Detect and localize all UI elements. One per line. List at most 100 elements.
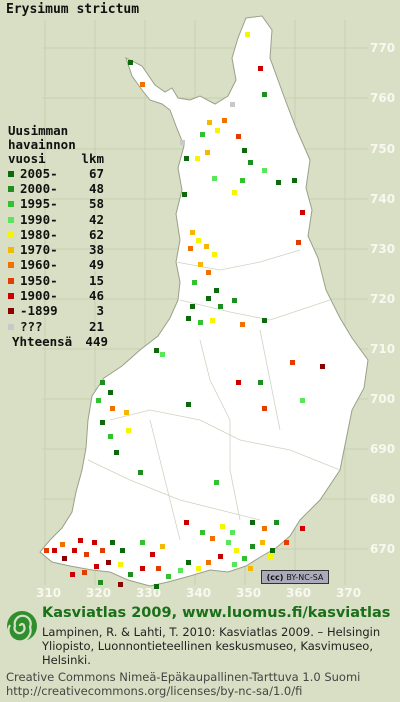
observation-square xyxy=(60,542,65,547)
legend-item: 1960- 49 xyxy=(8,258,108,273)
observation-square xyxy=(154,584,159,589)
observation-square xyxy=(198,320,203,325)
observation-square xyxy=(214,288,219,293)
observation-square xyxy=(230,102,235,107)
observation-square xyxy=(44,548,49,553)
observation-square xyxy=(140,82,145,87)
legend-period: 1950- xyxy=(20,272,58,288)
svg-text:670: 670 xyxy=(370,542,395,556)
observation-square xyxy=(126,428,131,433)
legend-swatch xyxy=(8,231,14,238)
svg-text:720: 720 xyxy=(370,292,395,306)
observation-square xyxy=(218,304,223,309)
legend-swatch xyxy=(8,170,14,177)
svg-text:710: 710 xyxy=(370,342,395,356)
observation-square xyxy=(128,572,133,577)
legend-period: 1990- xyxy=(20,211,58,227)
observation-square xyxy=(160,544,165,549)
observation-square xyxy=(206,270,211,275)
svg-text:350: 350 xyxy=(236,586,261,600)
legend-count: 67 xyxy=(88,165,104,181)
svg-text:680: 680 xyxy=(370,492,395,506)
x-axis-labels: 310 320 330 340 350 360 370 xyxy=(36,586,361,600)
observation-square xyxy=(150,552,155,557)
legend-rows: 2005- 67 2000- 48 1995- 58 1990- 42 1980- 62 1970-… xyxy=(8,166,108,334)
cc-license-badge: (cc) BY-NC-SA xyxy=(261,570,329,584)
observation-square xyxy=(110,406,115,411)
legend-period: 1970- xyxy=(20,242,58,258)
finland-outline xyxy=(39,15,369,587)
legend-swatch xyxy=(8,323,14,330)
observation-square xyxy=(262,526,267,531)
legend-item: 2000- 48 xyxy=(8,181,108,196)
legend-swatch xyxy=(8,216,14,223)
observation-square xyxy=(204,244,209,249)
license-line-2: http://creativecommons.org/licenses/by-n… xyxy=(6,684,303,698)
observation-square xyxy=(214,480,219,485)
observation-square xyxy=(140,540,145,545)
observation-square xyxy=(226,540,231,545)
observation-square xyxy=(190,230,195,235)
legend-heading-3: vuosi xyxy=(8,151,46,166)
observation-square xyxy=(100,420,105,425)
observation-square xyxy=(242,556,247,561)
legend-period: 2005- xyxy=(20,165,58,181)
observation-square xyxy=(192,280,197,285)
svg-text:700: 700 xyxy=(370,392,395,406)
observation-square xyxy=(290,360,295,365)
observation-square xyxy=(190,304,195,309)
observation-square xyxy=(186,316,191,321)
observation-square xyxy=(232,562,237,567)
license-line-1: Creative Commons Nimeä-Epäkaupallinen-Ta… xyxy=(6,670,361,684)
observation-square xyxy=(262,318,267,323)
observation-square xyxy=(110,540,115,545)
license-text: Creative Commons Nimeä-Epäkaupallinen-Ta… xyxy=(6,670,360,698)
svg-text:760: 760 xyxy=(370,91,395,105)
legend: Uusimman havainnon vuosi lkm 2005- 67 2000… xyxy=(8,124,108,349)
legend-count: 49 xyxy=(88,257,104,273)
observation-square xyxy=(284,540,289,545)
observation-square xyxy=(186,402,191,407)
legend-total-label: Yhteensä xyxy=(12,334,73,350)
observation-square xyxy=(206,560,211,565)
observation-square xyxy=(222,118,227,123)
legend-count: 58 xyxy=(88,196,104,212)
legend-period: 1995- xyxy=(20,196,58,212)
legend-swatch xyxy=(8,201,14,208)
observation-square xyxy=(140,566,145,571)
observation-square xyxy=(236,380,241,385)
observation-square xyxy=(188,246,193,251)
observation-square xyxy=(138,470,143,475)
legend-item: 1980- 62 xyxy=(8,227,108,242)
observation-square xyxy=(212,252,217,257)
observation-square xyxy=(270,548,275,553)
observation-square xyxy=(258,66,263,71)
observation-square xyxy=(240,178,245,183)
legend-item: 1995- 58 xyxy=(8,197,108,212)
legend-swatch xyxy=(8,185,14,192)
observation-square xyxy=(300,398,305,403)
observation-square xyxy=(268,554,273,559)
observation-square xyxy=(220,524,225,529)
observation-square xyxy=(276,180,281,185)
observation-square xyxy=(196,238,201,243)
observation-squares xyxy=(44,32,325,589)
observation-square xyxy=(108,434,113,439)
legend-count-header: lkm xyxy=(81,151,104,166)
observation-square xyxy=(184,520,189,525)
observation-square xyxy=(180,140,185,145)
legend-period: 1980- xyxy=(20,226,58,242)
observation-square xyxy=(242,148,247,153)
legend-count: 42 xyxy=(88,211,104,227)
species-title: Erysimum strictum xyxy=(6,2,140,17)
y-axis-labels: 770 760 750 740 730 720 710 700 690 680 … xyxy=(370,41,395,556)
legend-item: 1970- 38 xyxy=(8,242,108,257)
observation-square xyxy=(258,380,263,385)
observation-square xyxy=(186,560,191,565)
observation-square xyxy=(120,548,125,553)
observation-square xyxy=(166,574,171,579)
observation-square xyxy=(210,536,215,541)
observation-square xyxy=(108,390,113,395)
observation-square xyxy=(114,450,119,455)
observation-square xyxy=(248,566,253,571)
